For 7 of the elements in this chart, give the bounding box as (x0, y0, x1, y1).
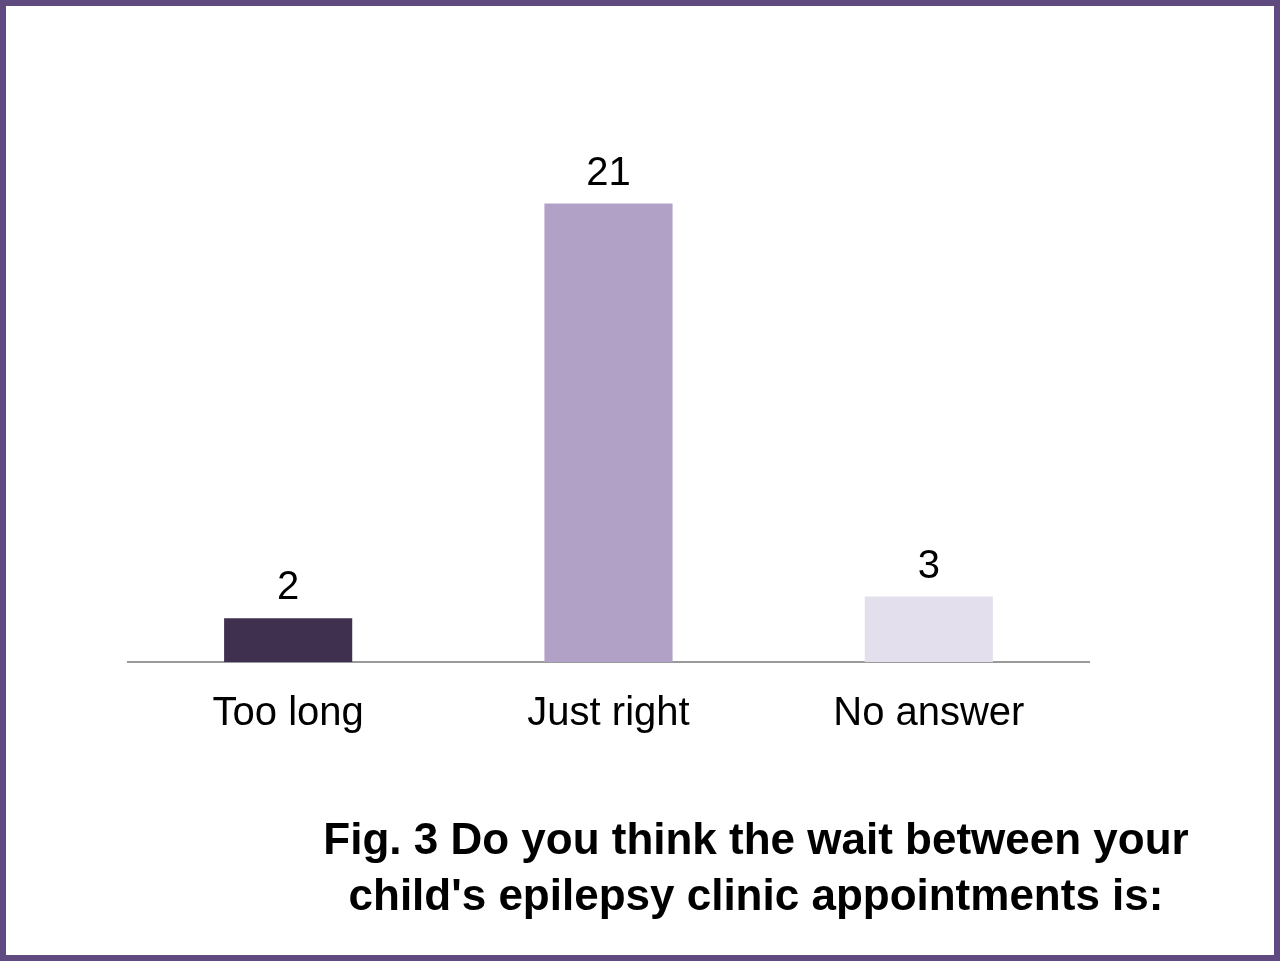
x-tick-label: No answer (833, 689, 1025, 734)
text: Fig. 3 Do you think the wait between your child's epilepsy clinic appointments is: (322, 813, 1190, 921)
data-label: 21 (586, 148, 631, 193)
data-label: 3 (917, 541, 940, 586)
x-tick-label: Just right (527, 689, 690, 734)
x-tick-label: Too long (212, 689, 364, 734)
data-label: 2 (277, 563, 300, 608)
